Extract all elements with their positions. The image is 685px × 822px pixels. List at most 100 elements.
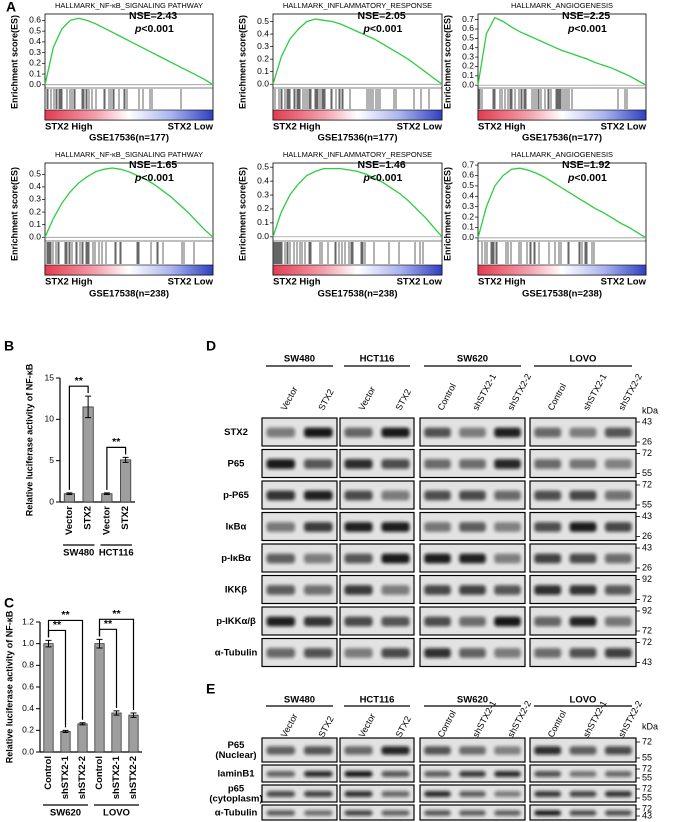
y-tick-label: 0.1 [462, 70, 474, 80]
y-tick-label: 0.5 [257, 16, 269, 26]
band [459, 459, 486, 469]
plot-frame [477, 162, 647, 276]
y-tick-label: 0.1 [29, 68, 41, 78]
y-tick-label: 0.0 [462, 79, 474, 89]
y-tick-label: 0.2 [257, 203, 269, 213]
significance-label: ** [53, 619, 62, 631]
annotation: NSE=2.25 [562, 10, 610, 22]
band [459, 616, 486, 627]
band [604, 810, 632, 816]
significance-label: ** [112, 608, 121, 620]
band [304, 459, 333, 469]
y-tick-label: 0.2 [22, 725, 34, 735]
panel-label: A [6, 0, 16, 15]
band [266, 746, 295, 755]
band [344, 810, 373, 816]
y-axis-label: Enrichment score(ES) [237, 167, 247, 261]
group-header: LOVO [570, 695, 597, 706]
band [381, 770, 410, 778]
y-tick-label: 0.0 [462, 232, 474, 242]
band [604, 585, 632, 595]
group-label: LOVO [103, 808, 130, 819]
x-axis-label: GSE17538(n=238) [89, 289, 169, 300]
lane-label: Vector [357, 712, 378, 739]
x-tick-label: Vector [101, 506, 112, 535]
band [459, 553, 486, 564]
low-label: STX2 Low [397, 122, 443, 133]
bar [111, 712, 122, 753]
band [604, 648, 632, 658]
band [569, 553, 597, 564]
band [459, 585, 486, 595]
lane-label: Vector [279, 385, 300, 412]
x-tick-label: Vector [64, 506, 75, 535]
band [459, 790, 486, 798]
band [569, 746, 597, 755]
y-tick-label: 0.4 [257, 175, 269, 185]
kda-label: 72 [642, 736, 652, 746]
kda-label: 55 [642, 752, 652, 762]
band [266, 522, 295, 532]
y-tick-label: 0.3 [29, 47, 41, 57]
blot-box [261, 764, 338, 783]
error-bar [62, 729, 69, 733]
row-label: α-Tubulin [215, 648, 258, 659]
lane-label: shSTX2-2 [506, 372, 534, 412]
band [344, 553, 373, 564]
y-axis-label: Enrichment score(ES) [442, 167, 452, 261]
band [534, 490, 562, 501]
band [381, 427, 410, 438]
band [604, 553, 632, 564]
x-axis-label: GSE17538(n=238) [317, 289, 397, 300]
y-tick-label: 0.0 [29, 231, 41, 241]
group-header: HCT116 [360, 695, 395, 706]
rank-gradient [477, 109, 647, 121]
band [344, 770, 373, 778]
band [381, 553, 410, 564]
plot-title: HALLMARK_INFLAMMATORY_RESPONSE [283, 1, 432, 10]
band [344, 522, 373, 532]
band [424, 770, 451, 778]
plot-frame [477, 13, 647, 121]
bar [77, 723, 88, 753]
band [344, 648, 373, 658]
kda-label: 26 [642, 436, 652, 446]
band [266, 427, 295, 438]
band [424, 427, 451, 438]
annotation: NSE=2.05 [358, 10, 406, 22]
band [304, 746, 333, 755]
group-header: SW620 [457, 695, 488, 706]
x-axis-label: GSE17536(n=177) [522, 133, 602, 144]
y-tick-label: 15 [45, 372, 55, 382]
band [534, 770, 562, 778]
y-axis-label: Relative luciferase activity of NF-κB [24, 363, 34, 516]
error-bar [66, 492, 73, 496]
band [604, 770, 632, 778]
band [494, 770, 521, 778]
group-header: HCT116 [360, 354, 395, 365]
plot-title: HALLMARK_NF-κB_SIGNALING PATHWAY [55, 150, 203, 159]
low-label: STX2 Low [397, 277, 443, 288]
panel-label: C [4, 595, 14, 611]
x-axis-label: GSE17536(n=177) [317, 133, 397, 144]
band [424, 522, 451, 532]
band [494, 427, 521, 438]
error-bar [122, 456, 129, 463]
y-tick-label: 0.0 [29, 79, 41, 89]
band [381, 648, 410, 658]
error-bar [79, 722, 86, 726]
band [534, 522, 562, 532]
kda-label: 55 [642, 772, 652, 782]
significance-label: ** [61, 609, 70, 621]
lane-label: STX2 [394, 714, 413, 739]
band [424, 616, 451, 627]
rank-gradient [272, 109, 443, 121]
kda-label: 72 [642, 783, 652, 793]
band [459, 746, 486, 755]
row-label: α-Tubulin [215, 808, 258, 819]
band [424, 490, 451, 501]
y-axis-label: Relative luciferase activity of NF-κB [4, 610, 14, 763]
band [344, 459, 373, 469]
lane-label: Control [436, 382, 458, 412]
panel-label: D [206, 338, 216, 354]
